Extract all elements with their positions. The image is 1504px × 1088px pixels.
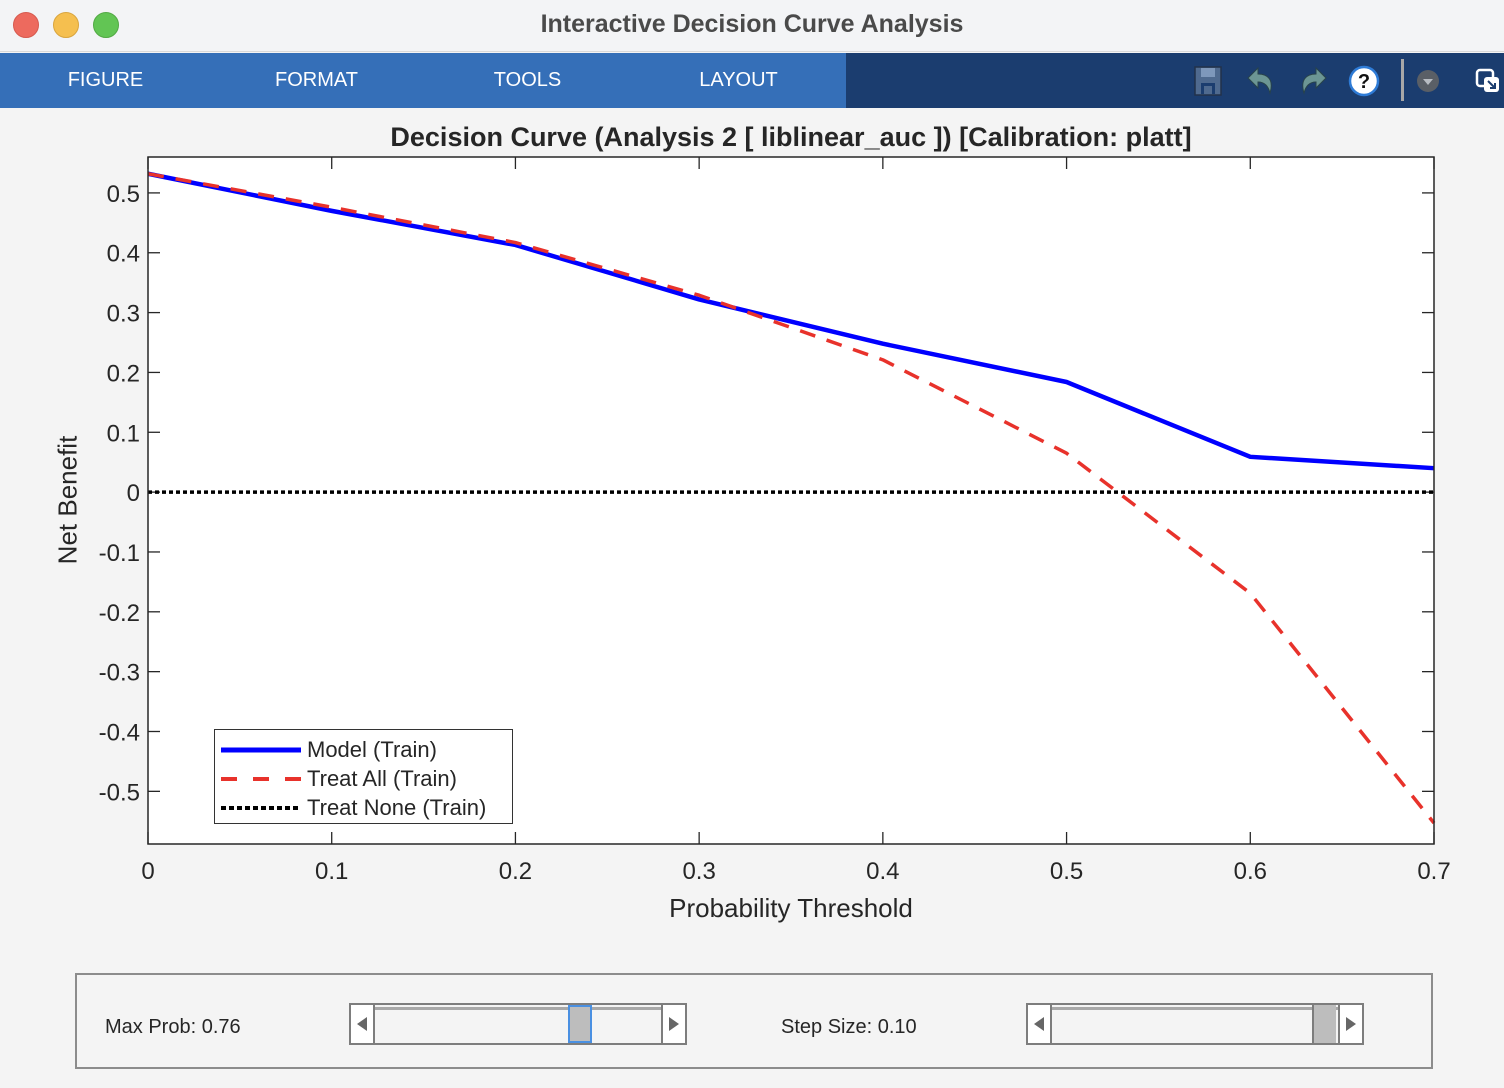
max-prob-slider[interactable] bbox=[349, 1003, 687, 1045]
x-axis-label: Probability Threshold bbox=[669, 893, 913, 923]
x-tick-label: 0.5 bbox=[1050, 858, 1083, 885]
undo-icon[interactable] bbox=[1244, 63, 1280, 99]
tab-figure[interactable]: FIGURE bbox=[67, 69, 144, 91]
control-panel: Max Prob: 0.76 Step Size: 0.10 bbox=[75, 973, 1433, 1069]
x-tick-label: 0.2 bbox=[499, 858, 532, 885]
axes-frame bbox=[147, 156, 1435, 845]
tab-layout[interactable]: LAYOUT bbox=[699, 69, 778, 91]
triangle-left-icon bbox=[1034, 1017, 1044, 1031]
svg-text:?: ? bbox=[1358, 71, 1370, 93]
x-tick-label: 0.3 bbox=[682, 858, 715, 885]
y-tick-label: 0.5 bbox=[107, 181, 140, 208]
close-window-button[interactable] bbox=[13, 12, 39, 38]
max-prob-decrement-button[interactable] bbox=[351, 1005, 375, 1043]
triangle-left-icon bbox=[357, 1017, 367, 1031]
tab-tools[interactable]: TOOLS bbox=[493, 69, 562, 91]
y-axis-label: Net Benefit bbox=[52, 435, 83, 565]
title-bar: Interactive Decision Curve Analysis bbox=[0, 0, 1504, 52]
x-tick-label: 0 bbox=[141, 858, 154, 885]
chart-legend[interactable]: Model (Train) Treat All (Train) Treat No… bbox=[214, 729, 513, 824]
step-size-thumb[interactable] bbox=[1312, 1005, 1336, 1043]
solid-line-swatch-icon bbox=[221, 747, 301, 752]
y-tick-label: 0 bbox=[127, 480, 140, 507]
triangle-right-icon bbox=[1346, 1017, 1356, 1031]
step-size-decrement-button[interactable] bbox=[1028, 1005, 1052, 1043]
max-prob-label: Max Prob: 0.76 bbox=[105, 1016, 241, 1038]
redo-icon[interactable] bbox=[1294, 63, 1330, 99]
max-prob-increment-button[interactable] bbox=[661, 1005, 685, 1043]
y-tick-label: 0.1 bbox=[107, 420, 140, 447]
step-size-label: Step Size: 0.10 bbox=[781, 1016, 917, 1038]
triangle-right-icon bbox=[669, 1017, 679, 1031]
undock-icon[interactable] bbox=[1470, 63, 1504, 99]
window-title: Interactive Decision Curve Analysis bbox=[540, 10, 964, 38]
minimize-window-button[interactable] bbox=[53, 12, 79, 38]
tab-format[interactable]: FORMAT bbox=[275, 69, 358, 91]
series-line-treat-all-train[interactable] bbox=[147, 172, 1436, 825]
legend-item-treat-none: Treat None (Train) bbox=[221, 793, 486, 822]
y-tick-label: -0.2 bbox=[99, 600, 140, 627]
y-tick-label: 0.2 bbox=[107, 360, 140, 387]
maximize-window-button[interactable] bbox=[93, 12, 119, 38]
save-icon[interactable] bbox=[1190, 63, 1226, 99]
legend-item-model: Model (Train) bbox=[221, 735, 437, 764]
step-size-slider[interactable] bbox=[1026, 1003, 1364, 1045]
dropdown-arrow-icon[interactable] bbox=[1410, 63, 1446, 99]
legend-item-treat-all: Treat All (Train) bbox=[221, 764, 457, 793]
chart-title: Decision Curve (Analysis 2 [ liblinear_a… bbox=[390, 122, 1192, 152]
max-prob-track[interactable] bbox=[375, 1007, 661, 1041]
step-size-increment-button[interactable] bbox=[1338, 1005, 1362, 1043]
step-size-track[interactable] bbox=[1052, 1007, 1338, 1041]
dotted-line-swatch-icon bbox=[221, 805, 301, 810]
toolstrip-separator bbox=[1401, 59, 1404, 101]
x-tick-label: 0.1 bbox=[315, 858, 348, 885]
x-tick-label: 0.7 bbox=[1417, 858, 1450, 885]
x-tick-label: 0.6 bbox=[1234, 858, 1267, 885]
y-tick-label: -0.3 bbox=[99, 660, 140, 687]
y-tick-label: -0.5 bbox=[99, 779, 140, 806]
toolstrip-tabs: FIGURE FORMAT TOOLS LAYOUT bbox=[0, 53, 846, 108]
toolstrip: FIGURE FORMAT TOOLS LAYOUT bbox=[0, 53, 1504, 108]
y-tick-label: -0.1 bbox=[99, 540, 140, 567]
x-tick-label: 0.4 bbox=[866, 858, 899, 885]
y-tick-label: 0.3 bbox=[107, 301, 140, 328]
y-tick-label: -0.4 bbox=[99, 719, 140, 746]
help-icon[interactable]: ? bbox=[1346, 63, 1382, 99]
series-line-model-train[interactable] bbox=[147, 171, 1435, 471]
y-tick-label: 0.4 bbox=[107, 241, 140, 268]
dashed-line-swatch-icon bbox=[221, 776, 301, 781]
max-prob-thumb[interactable] bbox=[568, 1005, 592, 1043]
